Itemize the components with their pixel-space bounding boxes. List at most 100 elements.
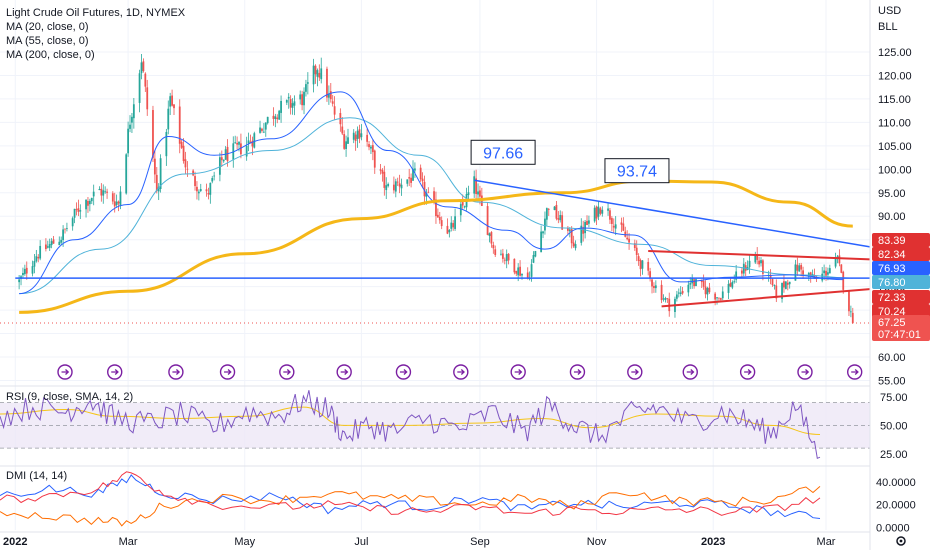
event-marker-10[interactable] — [627, 364, 643, 380]
candle-46[interactable] — [140, 53, 143, 80]
candle-57[interactable] — [169, 92, 172, 116]
candle-19[interactable] — [66, 222, 68, 232]
candle-56[interactable] — [167, 100, 170, 135]
candle-177[interactable] — [490, 231, 493, 248]
rsi-pane[interactable] — [0, 390, 870, 459]
candle-127[interactable] — [356, 126, 359, 148]
candle-141[interactable] — [394, 178, 397, 198]
candle-311[interactable] — [849, 305, 852, 318]
candle-285[interactable] — [781, 282, 783, 303]
candle-86[interactable] — [247, 132, 250, 152]
candle-268[interactable] — [733, 274, 736, 284]
candle-169[interactable] — [467, 185, 470, 201]
candle-0[interactable] — [18, 274, 21, 290]
event-marker-0[interactable] — [57, 364, 73, 380]
candle-304[interactable] — [828, 264, 831, 274]
candle-108[interactable] — [305, 79, 307, 97]
price-tag-1[interactable]: 82.34 — [872, 247, 930, 261]
candle-140[interactable] — [392, 176, 395, 194]
candle-91[interactable] — [261, 127, 263, 133]
candle-139[interactable] — [387, 182, 390, 188]
candle-119[interactable] — [333, 96, 336, 120]
candle-94[interactable] — [266, 116, 269, 125]
candle-198[interactable] — [545, 207, 548, 226]
candle-208[interactable] — [572, 235, 575, 248]
candle-174[interactable] — [480, 187, 483, 207]
rsi-legend[interactable]: RSI (9, close, SMA, 14, 2) — [6, 391, 134, 403]
candle-28[interactable] — [90, 197, 93, 205]
candle-25[interactable] — [85, 199, 87, 218]
candle-264[interactable] — [721, 286, 724, 301]
candle-309[interactable] — [842, 270, 845, 294]
candle-69[interactable] — [199, 183, 202, 193]
candle-211[interactable] — [582, 220, 585, 242]
candle-231[interactable] — [635, 240, 638, 262]
event-marker-1[interactable] — [107, 364, 123, 380]
candle-241[interactable] — [662, 294, 665, 302]
candle-289[interactable] — [788, 281, 791, 289]
candle-163[interactable] — [452, 220, 455, 231]
event-marker-9[interactable] — [569, 364, 586, 380]
candle-300[interactable] — [821, 267, 824, 283]
candle-247[interactable] — [677, 288, 680, 298]
candle-160[interactable] — [446, 218, 449, 235]
candle-138[interactable] — [385, 177, 388, 200]
event-marker-13[interactable] — [797, 364, 813, 380]
candle-53[interactable] — [157, 183, 160, 201]
candle-32[interactable] — [102, 184, 105, 204]
candle-10[interactable] — [44, 238, 47, 252]
candle-281[interactable] — [769, 269, 772, 285]
candle-115[interactable] — [326, 66, 328, 102]
candle-118[interactable] — [331, 94, 334, 107]
candle-74[interactable] — [213, 171, 216, 181]
candle-120[interactable] — [339, 108, 342, 132]
candle-157[interactable] — [436, 208, 439, 218]
candle-224[interactable] — [614, 216, 617, 236]
gear-icon[interactable] — [896, 536, 906, 546]
candle-7[interactable] — [35, 249, 38, 263]
candle-151[interactable] — [421, 172, 424, 188]
legend-ma55[interactable]: MA (55, close, 0) — [6, 35, 89, 47]
candle-269[interactable] — [735, 264, 738, 283]
candle-212[interactable] — [584, 220, 586, 239]
candle-149[interactable] — [414, 162, 416, 178]
candle-37[interactable] — [115, 194, 118, 208]
candle-15[interactable] — [58, 236, 61, 246]
event-marker-3[interactable] — [219, 364, 236, 380]
candle-158[interactable] — [438, 211, 441, 224]
candle-9[interactable] — [39, 240, 42, 261]
candle-135[interactable] — [379, 164, 382, 175]
candle-22[interactable] — [75, 202, 78, 216]
time-axis[interactable]: 2022 Mar May Jul Sep Nov 2023 Mar — [3, 536, 906, 548]
candle-263[interactable] — [719, 297, 722, 301]
candle-203[interactable] — [559, 210, 562, 223]
candle-255[interactable] — [700, 279, 703, 289]
candle-106[interactable] — [301, 90, 304, 111]
event-marker-7[interactable] — [453, 364, 469, 380]
candle-29[interactable] — [92, 184, 95, 206]
ma20-line[interactable] — [19, 91, 844, 295]
candle-123[interactable] — [345, 135, 347, 157]
candle-58[interactable] — [171, 89, 173, 107]
candle-70[interactable] — [205, 183, 208, 197]
candle-125[interactable] — [352, 129, 355, 144]
candle-5[interactable] — [31, 260, 34, 277]
candle-176[interactable] — [488, 232, 491, 243]
candle-87[interactable] — [249, 134, 252, 144]
candle-130[interactable] — [366, 128, 369, 147]
candle-36[interactable] — [113, 192, 116, 213]
candle-101[interactable] — [287, 93, 290, 109]
candle-288[interactable] — [786, 279, 789, 291]
candle-14[interactable] — [52, 235, 55, 244]
candle-251[interactable] — [689, 277, 692, 290]
candle-178[interactable] — [492, 241, 495, 254]
candle-68[interactable] — [197, 189, 200, 201]
candle-200[interactable] — [553, 206, 556, 211]
candle-78[interactable] — [224, 146, 227, 160]
candle-134[interactable] — [373, 149, 376, 174]
candle-215[interactable] — [593, 205, 596, 223]
candle-60[interactable] — [178, 99, 181, 154]
candle-287[interactable] — [784, 281, 787, 290]
candle-271[interactable] — [742, 257, 745, 277]
event-marker-12[interactable] — [739, 364, 756, 380]
